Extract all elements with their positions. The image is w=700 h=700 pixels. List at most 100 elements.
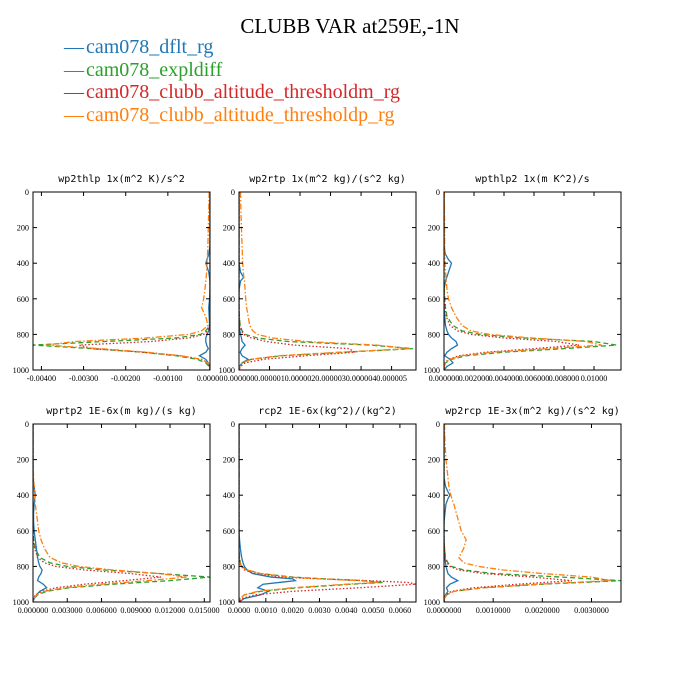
y-tick-label: 200: [428, 224, 440, 233]
series-line-4: [33, 424, 188, 602]
y-tick-label: 400: [17, 259, 29, 268]
legend-swatch: —: [64, 103, 84, 126]
y-tick-label: 800: [223, 562, 235, 571]
y-tick-label: 400: [223, 491, 235, 500]
panel-6: wp2rcp 1E-3x(m^2 kg)/(s^2 kg) 0 200 400 600 8…: [424, 406, 622, 615]
plot-frame: [238, 191, 417, 371]
y-tick-label: 1000: [13, 598, 29, 607]
panel-title: wpthlp2 1x(m K^2)/s: [475, 174, 589, 185]
x-tick-label: 0.006000: [86, 606, 117, 615]
legend-label: cam078_clubb_altitude_thresholdm_rg: [86, 81, 401, 103]
legend-label: cam078_expldiff: [86, 58, 223, 81]
x-tick-label: 0.0010000: [476, 606, 511, 615]
legend-entry-thresholdm: — cam078_clubb_altitude_thresholdm_rg: [64, 81, 400, 104]
series-line-1: [444, 192, 459, 370]
x-tick-label: 0.0010: [255, 606, 278, 615]
series-line-4: [239, 192, 410, 370]
panel-title: rcp2 1E-6x(kg^2)/(kg^2): [258, 406, 396, 417]
series-line-2: [33, 424, 210, 602]
series-line-2: [444, 192, 617, 370]
x-tick-label: -0.00100: [153, 374, 182, 383]
y-tick-label: 200: [17, 224, 29, 233]
legend-swatch: —: [64, 81, 84, 103]
y-tick-label: 800: [428, 562, 440, 571]
y-tick-label: 600: [17, 527, 29, 536]
x-tick-label: 0.0060: [389, 606, 412, 615]
legend-entry-expldiff: — cam078_expldiff: [64, 59, 400, 82]
y-tick-label: 400: [428, 259, 440, 268]
series-line-1: [239, 192, 250, 370]
series-line-4: [444, 424, 612, 602]
series-line-2: [33, 192, 210, 370]
plot-frame: [32, 191, 211, 371]
legend-label: cam078_clubb_altitude_thresholdp_rg: [86, 103, 395, 126]
legend-entry-thresholdp: — cam078_clubb_altitude_thresholdp_rg: [64, 104, 400, 127]
x-tick-label: -0.00200: [111, 374, 140, 383]
y-tick-label: 800: [17, 330, 29, 339]
plot-frame: [238, 423, 417, 603]
x-tick-label: -0.00300: [69, 374, 98, 383]
x-tick-label: 0.000000: [224, 374, 255, 383]
legend-entry-dflt: — cam078_dflt_rg: [64, 36, 400, 59]
y-tick-label: 1000: [219, 366, 235, 375]
x-tick-label: 0.002000: [459, 374, 490, 383]
page-title: CLUBB VAR at259E,-1N: [240, 14, 460, 38]
y-tick-label: 1000: [424, 366, 440, 375]
x-tick-label: 0.0030: [308, 606, 331, 615]
series-line-3: [79, 192, 210, 370]
x-tick-label: 0.000000: [429, 374, 460, 383]
y-tick-label: 0: [436, 420, 440, 429]
x-tick-label: -0.00400: [27, 374, 56, 383]
series-line-2: [444, 424, 621, 602]
legend-swatch: —: [64, 58, 84, 81]
x-tick-label: 0.015000: [189, 606, 220, 615]
series-line-2: [239, 192, 414, 370]
x-tick-label: 0.000002: [285, 374, 316, 383]
y-tick-label: 600: [428, 295, 440, 304]
panel-title: wp2rcp 1E-3x(m^2 kg)/(s^2 kg): [445, 406, 620, 417]
plot-frame: [443, 191, 622, 371]
panel-title: wprtp2 1E-6x(m kg)/(s kg): [46, 406, 197, 417]
x-tick-label: 0.000000: [18, 606, 49, 615]
y-tick-label: 0: [436, 188, 440, 197]
x-tick-label: 0.0020: [281, 606, 304, 615]
x-tick-label: 0.000001: [254, 374, 285, 383]
x-tick-label: 0.004000: [489, 374, 520, 383]
legend-swatch: —: [64, 36, 84, 58]
x-tick-label: 0.012000: [155, 606, 186, 615]
series-line-4: [444, 192, 602, 370]
panel-title: wp2rtp 1x(m^2 kg)/(s^2 kg): [249, 174, 406, 185]
x-tick-label: 0.003000: [52, 606, 83, 615]
x-tick-label: 0.000004: [346, 374, 377, 383]
plot-frame: [32, 423, 211, 603]
y-tick-label: 1000: [219, 598, 235, 607]
series-line-3: [239, 192, 358, 370]
x-tick-label: 0.000005: [376, 374, 407, 383]
series-line-3: [239, 424, 416, 602]
legend: — cam078_dflt_rg — cam078_expldiff — cam078…: [64, 36, 400, 126]
series-line-3: [444, 192, 580, 370]
y-tick-label: 1000: [424, 598, 440, 607]
y-tick-label: 400: [428, 491, 440, 500]
series-line-4: [45, 192, 210, 370]
y-tick-label: 600: [223, 295, 235, 304]
y-tick-label: 200: [223, 224, 235, 233]
y-tick-label: 200: [223, 456, 235, 465]
x-tick-label: 0.0000000: [427, 606, 462, 615]
series-line-1: [239, 424, 298, 602]
x-tick-label: 0.006000: [519, 374, 550, 383]
y-tick-label: 0: [231, 420, 235, 429]
x-tick-label: 0.0030000: [574, 606, 609, 615]
panel-5: rcp2 1E-6x(kg^2)/(kg^2) 0 200 400 600 800 1000…: [219, 406, 417, 615]
series-line-3: [33, 424, 161, 602]
y-tick-label: 0: [231, 188, 235, 197]
panel-4: wprtp2 1E-6x(m kg)/(s kg) 0 200 400 600 800 10…: [13, 406, 220, 615]
x-tick-label: 0.009000: [120, 606, 151, 615]
x-tick-label: 0.01000: [581, 374, 608, 383]
x-tick-label: 0.0020000: [525, 606, 560, 615]
x-tick-label: 0.008000: [549, 374, 580, 383]
y-tick-label: 600: [17, 295, 29, 304]
y-tick-label: 0: [25, 188, 29, 197]
y-tick-label: 800: [17, 562, 29, 571]
